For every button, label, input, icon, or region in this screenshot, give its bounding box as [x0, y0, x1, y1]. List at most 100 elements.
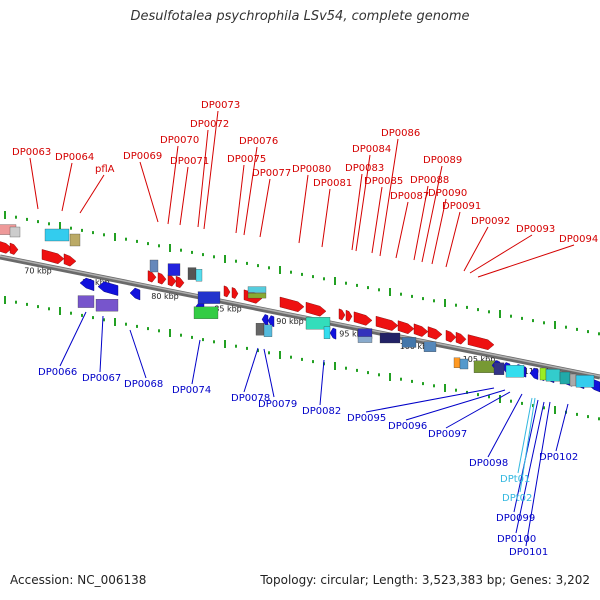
- reverse-gene-box: [323, 326, 331, 339]
- reverse-gene-arrow: [329, 327, 337, 340]
- forward-gene-arrow: [427, 326, 443, 340]
- reverse-gene-leader-line: [99, 315, 104, 373]
- scale-label: 95 kbp: [339, 330, 367, 339]
- forward-gene-leader-line: [167, 145, 179, 225]
- forward-gene-arrow: [455, 331, 467, 345]
- forward-gene-label: DP0093: [516, 224, 555, 235]
- forward-gene-label: DP0084: [352, 144, 391, 155]
- forward-gene-arrow: [63, 253, 77, 267]
- forward-gene-box: [423, 341, 437, 352]
- forward-gene-label: DP0094: [559, 234, 598, 245]
- forward-gene-arrow: [0, 241, 13, 254]
- rna-gene-label: DPt02: [502, 493, 532, 504]
- reverse-gene-leader-line: [515, 401, 545, 534]
- forward-gene-leader-line: [431, 198, 447, 265]
- forward-gene-arrow: [147, 270, 157, 283]
- reverse-gene-label: DP0074: [172, 385, 211, 396]
- forward-gene-box: [44, 228, 70, 242]
- forward-gene-arrow: [467, 334, 495, 351]
- forward-gene-leader-line: [321, 188, 331, 248]
- reverse-gene-label: DP0096: [388, 421, 427, 432]
- reverse-gene-box: [569, 373, 577, 387]
- reverse-gene-box: [559, 371, 571, 385]
- scale-label: 105 kbp: [463, 355, 496, 364]
- reverse-gene-leader-line: [365, 387, 495, 413]
- reverse-gene-box: [193, 306, 219, 319]
- forward-gene-label: DP0076: [239, 136, 278, 147]
- reverse-gene-leader-line: [191, 339, 201, 385]
- forward-gene-label: DP0063: [12, 147, 51, 158]
- forward-gene-box: [357, 336, 373, 343]
- reverse-gene-label: DP0066: [38, 367, 77, 378]
- forward-gene-label: DP0085: [364, 176, 403, 187]
- reverse-gene-leader-line: [129, 329, 147, 379]
- forward-gene-leader-line: [421, 165, 443, 263]
- forward-gene-arrow: [41, 249, 65, 265]
- scale-label: 85 kbp: [214, 305, 242, 314]
- reverse-gene-leader-line: [555, 403, 569, 452]
- forward-gene-box: [453, 357, 461, 368]
- reverse-gene-label: DP0100: [497, 534, 536, 545]
- forward-gene-leader-line: [469, 234, 533, 274]
- reverse-gene-leader-line: [59, 311, 87, 367]
- reverse-gene-label: DP0102: [539, 452, 578, 463]
- forward-gene-label: DP0075: [227, 154, 266, 165]
- reverse-gene-box: [95, 299, 119, 312]
- reverse-gene-leader-line: [405, 389, 506, 421]
- forward-gene-leader-line: [477, 244, 575, 278]
- reverse-gene-label: DP0068: [124, 379, 163, 390]
- forward-gene-label: DP0073: [201, 100, 240, 111]
- forward-gene-leader-line: [29, 157, 39, 210]
- reverse-gene-leader-line: [487, 393, 523, 458]
- forward-gene-leader-line: [179, 166, 189, 226]
- forward-gene-box: [401, 337, 417, 348]
- forward-gene-label: DP0088: [410, 175, 449, 186]
- forward-gene-arrow: [231, 287, 239, 299]
- reverse-gene-box: [493, 362, 505, 375]
- reverse-gene-arrow: [261, 314, 269, 326]
- rna-gene-leader-line: [519, 397, 536, 493]
- forward-gene-leader-line: [61, 162, 73, 212]
- forward-gene-leader-line: [79, 174, 105, 214]
- forward-gene-label: DP0070: [160, 135, 199, 146]
- scale-label: 90 kbp: [276, 317, 304, 326]
- reverse-gene-box: [545, 369, 561, 382]
- forward-gene-label: DP0071: [170, 156, 209, 167]
- reverse-gene-label: DP0097: [428, 429, 467, 440]
- forward-gene-box: [149, 259, 159, 273]
- reverse-gene-label: DP0079: [258, 399, 297, 410]
- forward-gene-label: DP0064: [55, 152, 94, 163]
- forward-gene-arrow: [445, 329, 457, 343]
- forward-gene-box: [305, 317, 331, 330]
- reverse-gene-label: DP0101: [509, 547, 548, 558]
- scale-label: 80 kbp: [151, 292, 179, 301]
- reverse-gene-leader-line: [319, 359, 325, 406]
- reverse-gene-leader-line: [445, 391, 511, 429]
- forward-gene-leader-line: [463, 226, 489, 272]
- forward-gene-label: DP0081: [313, 178, 352, 189]
- topology-text: Topology: circular; Length: 3,523,383 bp…: [260, 573, 590, 587]
- reverse-gene-label: DP0067: [82, 373, 121, 384]
- reverse-gene-label: DP0098: [469, 458, 508, 469]
- forward-gene-arrow: [375, 315, 399, 331]
- forward-gene-arrow: [305, 301, 327, 317]
- forward-gene-leader-line: [235, 164, 245, 234]
- forward-gene-label: DP0080: [292, 164, 331, 175]
- forward-gene-arrow: [167, 274, 177, 287]
- reverse-gene-leader-line: [243, 347, 259, 393]
- reverse-gene-label: DP0095: [347, 413, 386, 424]
- genome-backbone-highlight: [0, 255, 600, 377]
- reverse-gene-arrow: [267, 315, 275, 328]
- forward-gene-leader-line: [259, 178, 271, 238]
- forward-gene-box: [187, 267, 197, 280]
- forward-gene-label: DP0092: [471, 216, 510, 227]
- reverse-gene-arrow: [97, 281, 119, 296]
- reverse-gene-box: [197, 291, 221, 304]
- rna-gene-label: DPt01: [500, 474, 530, 485]
- scale-label: 75 kbp: [82, 278, 110, 287]
- forward-gene-box: [167, 263, 181, 276]
- forward-gene-label: DP0087: [390, 191, 429, 202]
- forward-gene-arrow: [353, 311, 373, 326]
- reverse-gene-box: [77, 295, 95, 308]
- forward-gene-leader-line: [351, 173, 363, 251]
